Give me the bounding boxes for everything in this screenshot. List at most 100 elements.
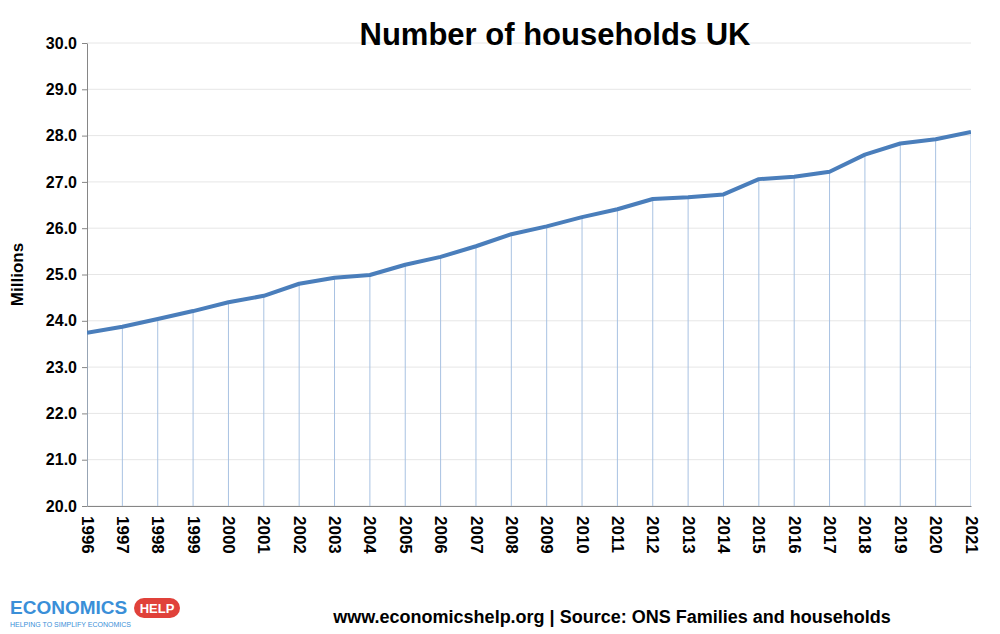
y-tick-mark: [82, 367, 87, 368]
logo-badge: HELP: [140, 601, 175, 616]
x-tick: 2014: [714, 506, 733, 554]
x-tick: 2005: [396, 506, 415, 554]
y-tick: 25.0: [46, 266, 87, 283]
drop-line: [582, 217, 583, 506]
drop-line: [405, 265, 406, 506]
x-tick: 2016: [785, 506, 804, 554]
x-tick-label: 2010: [573, 516, 592, 554]
x-tick-label: 1998: [148, 516, 167, 554]
x-tick-label: 2012: [643, 516, 662, 554]
x-tick: 2007: [467, 506, 486, 554]
x-tick-label: 2001: [254, 516, 273, 554]
drop-line: [263, 296, 264, 506]
y-axis-line: [87, 44, 88, 507]
x-axis: 1996199719981999200020012002200320042005…: [78, 506, 981, 554]
drop-line: [829, 172, 830, 506]
drop-line: [935, 139, 936, 506]
y-tick: 26.0: [46, 220, 87, 237]
x-tick-label: 2008: [502, 516, 521, 554]
x-tick: 2019: [891, 506, 910, 554]
y-tick: 27.0: [46, 174, 87, 191]
y-tick-label: 25.0: [46, 266, 77, 283]
x-tick: 1996: [78, 506, 97, 554]
drop-line: [87, 333, 88, 506]
y-tick: 21.0: [46, 451, 87, 468]
y-tick-mark: [82, 89, 87, 90]
drop-line: [900, 143, 901, 506]
x-tick: 2001: [254, 506, 273, 554]
y-tick: 29.0: [46, 81, 87, 98]
drop-line: [864, 155, 865, 506]
drop-line: [723, 194, 724, 506]
y-tick-label: 22.0: [46, 405, 77, 422]
grid-line: [87, 506, 971, 507]
y-tick-mark: [82, 136, 87, 137]
x-tick: 2004: [360, 506, 379, 554]
y-tick: 28.0: [46, 127, 87, 144]
grid-line: [87, 459, 971, 460]
x-tick-label: 2004: [360, 516, 379, 554]
x-tick-label: 2021: [962, 516, 981, 554]
drop-line: [122, 327, 123, 506]
drop-line: [511, 234, 512, 506]
x-tick-label: 2017: [820, 516, 839, 554]
x-tick-label: 2006: [431, 516, 450, 554]
x-tick: 2008: [502, 506, 521, 554]
x-tick: 1999: [184, 506, 203, 554]
y-tick-label: 23.0: [46, 359, 77, 376]
x-tick: 2013: [679, 506, 698, 554]
x-tick: 2000: [219, 506, 238, 554]
title: Number of households UK: [360, 17, 752, 52]
x-tick: 1997: [113, 506, 132, 554]
drop-line: [299, 284, 300, 506]
x-tick: 2020: [926, 506, 945, 554]
grid-line: [87, 274, 971, 275]
x-tick: 2017: [820, 506, 839, 554]
y-tick-mark: [82, 275, 87, 276]
y-axis: 20.021.022.023.024.025.026.027.028.029.0…: [46, 35, 88, 515]
x-tick: 2002: [290, 506, 309, 554]
drop-line: [971, 132, 972, 506]
grid-line: [87, 135, 971, 136]
drop-line: [369, 275, 370, 506]
y-tick-label: 28.0: [46, 127, 77, 144]
grid-line: [87, 181, 971, 182]
drop-line: [617, 209, 618, 506]
plot: 20.021.022.023.024.025.026.027.028.029.0…: [46, 35, 981, 555]
x-tick-label: 2020: [926, 516, 945, 554]
x-tick-label: 2013: [679, 516, 698, 554]
x-tick: 2009: [537, 506, 556, 554]
grid-line: [87, 367, 971, 368]
x-tick-label: 2009: [537, 516, 556, 554]
x-tick: 2011: [608, 506, 627, 553]
x-tick: 2021: [962, 506, 981, 554]
drop-line: [758, 179, 759, 506]
x-tick-label: 1997: [113, 516, 132, 554]
series-line: [87, 132, 971, 333]
x-tick-label: 2000: [219, 516, 238, 554]
x-tick: 2006: [431, 506, 450, 554]
logo-text: ECONOMICS: [10, 597, 127, 618]
grid-line: [87, 89, 971, 90]
y-tick-label: 29.0: [46, 81, 77, 98]
logo: ECONOMICS HELP HELPING TO SIMPLIFY ECONOMI…: [10, 597, 180, 628]
y-tick: 23.0: [46, 359, 87, 376]
chart: 20.021.022.023.024.025.026.027.028.029.0…: [0, 0, 1000, 634]
x-tick-label: 1999: [184, 516, 203, 554]
y-tick: 22.0: [46, 405, 87, 422]
drop-line: [475, 246, 476, 506]
y-tick-mark: [82, 413, 87, 414]
marks: [87, 132, 971, 506]
x-tick-label: 2007: [467, 516, 486, 554]
drop-line: [440, 257, 441, 506]
drop-line: [546, 226, 547, 506]
grid-line: [87, 320, 971, 321]
logo-tagline: HELPING TO SIMPLIFY ECONOMICS: [10, 621, 131, 628]
drop-line: [334, 278, 335, 506]
x-tick: 2015: [749, 506, 768, 554]
x-tick-label: 2005: [396, 516, 415, 554]
x-tick-label: 2016: [785, 516, 804, 554]
y-tick: 24.0: [46, 312, 87, 329]
y-axis-title: Millions: [8, 243, 27, 306]
x-tick-label: 2018: [855, 516, 874, 554]
